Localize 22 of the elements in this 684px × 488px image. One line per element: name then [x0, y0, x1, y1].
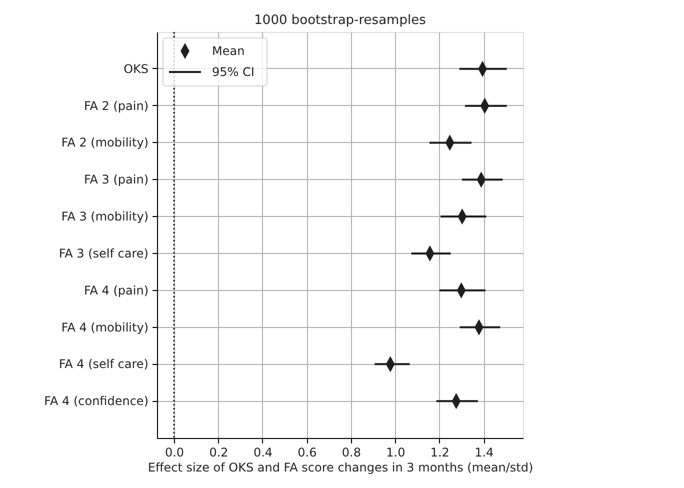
chart-title: 1000 bootstrap-resamples [254, 13, 426, 28]
y-tick-label: FA 3 (mobility) [61, 210, 148, 224]
x-tick-label: 0.8 [342, 446, 361, 460]
y-tick-label: FA 4 (mobility) [61, 320, 148, 334]
x-tick-label: 0.4 [253, 446, 273, 460]
x-axis-title: Effect size of OKS and FA score changes in 3 months (mean/std) [148, 460, 534, 474]
y-tick-label: FA 2 (pain) [84, 98, 148, 113]
y-tick-label: OKS [124, 62, 148, 76]
x-tick-label: 1.4 [474, 446, 494, 460]
x-tick-label: 1.0 [386, 446, 406, 460]
x-tick-label: 0.6 [298, 446, 317, 460]
x-tick-label: 1.2 [430, 446, 450, 460]
y-tick-label: FA 3 (self care) [58, 246, 148, 260]
y-tick-label: FA 4 (confidence) [44, 394, 148, 408]
y-tick-label: FA 4 (self care) [58, 357, 148, 372]
y-tick-label: FA 2 (mobility) [61, 136, 148, 150]
legend-label: Mean [212, 44, 245, 58]
x-tick-label: 0.2 [209, 446, 228, 460]
annotation: 95% CI [212, 65, 254, 79]
y-tick-label: FA 4 (pain) [84, 283, 148, 298]
x-tick-label: 0.0 [164, 446, 184, 460]
y-tick-label: FA 3 (pain) [84, 172, 148, 187]
